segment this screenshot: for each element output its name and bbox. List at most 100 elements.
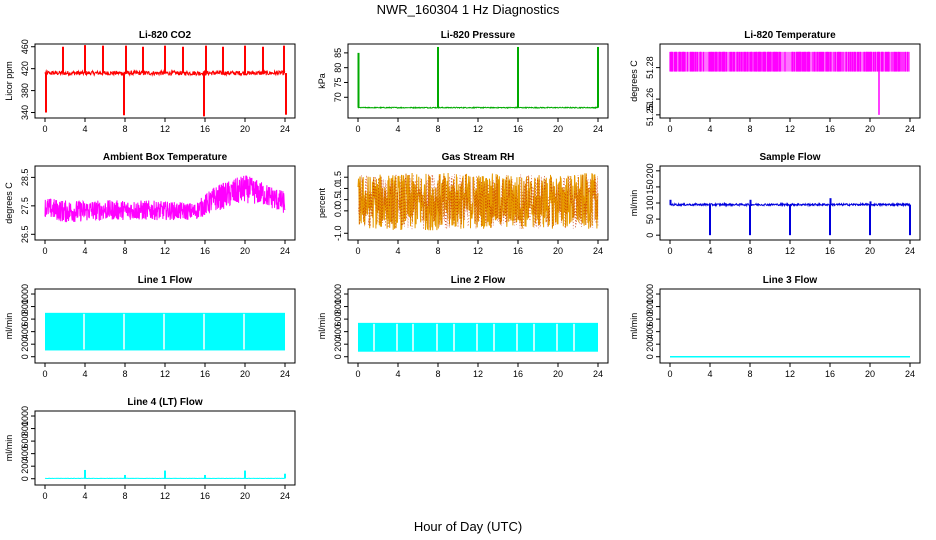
y-tick-label: 200 bbox=[333, 337, 343, 352]
y-axis-label: Licor ppm bbox=[4, 61, 14, 101]
x-tick-label: 0 bbox=[667, 369, 672, 379]
y-tick-label: 600 bbox=[333, 312, 343, 327]
panel-title: Sample Flow bbox=[759, 152, 820, 163]
y-tick-label: 340 bbox=[20, 105, 30, 120]
panel-title: Line 3 Flow bbox=[763, 275, 818, 286]
y-tick-label: 50 bbox=[645, 214, 655, 224]
y-tick-label: 0 bbox=[20, 354, 30, 359]
chart-panel: Gas Stream RH 0 4 8 12 16 20 24 -1.0 0.00.51.01.5… bbox=[317, 152, 609, 256]
x-tick-label: 12 bbox=[473, 124, 483, 134]
series-line bbox=[44, 175, 286, 223]
x-tick-label: 8 bbox=[747, 369, 752, 379]
x-tick-label: 20 bbox=[865, 246, 875, 256]
x-tick-label: 8 bbox=[122, 124, 127, 134]
x-tick-label: 16 bbox=[513, 369, 523, 379]
chart-panel: Li-820 Pressure 0 4 8 12 16 20 24 70 75 80 85 kPa bbox=[317, 30, 609, 134]
y-tick-label: 800 bbox=[20, 299, 30, 314]
x-tick-label: 20 bbox=[240, 124, 250, 134]
panel-title: Li-820 CO2 bbox=[139, 30, 192, 41]
y-axis-label: ml/min bbox=[317, 313, 327, 340]
x-tick-label: 4 bbox=[707, 124, 712, 134]
x-tick-label: 24 bbox=[905, 369, 915, 379]
x-tick-label: 16 bbox=[200, 491, 210, 501]
x-tick-label: 12 bbox=[785, 369, 795, 379]
chart-panel: Ambient Box Temperature 0 4 8 12 16 20 24 26.5 27… bbox=[4, 152, 296, 256]
data-series bbox=[44, 175, 286, 223]
x-tick-label: 20 bbox=[240, 491, 250, 501]
x-tick-label: 8 bbox=[122, 369, 127, 379]
chart-panel: Line 4 (LT) Flow 0 4 8 12 16 20 24 0 200400600800… bbox=[4, 397, 296, 501]
x-tick-label: 12 bbox=[785, 246, 795, 256]
x-tick-label: 20 bbox=[240, 369, 250, 379]
x-tick-label: 20 bbox=[553, 246, 563, 256]
x-tick-label: 24 bbox=[280, 246, 290, 256]
y-axis-label: ml/min bbox=[4, 313, 14, 340]
panel-title: Line 1 Flow bbox=[138, 275, 193, 286]
panel-title: Ambient Box Temperature bbox=[103, 152, 228, 163]
x-tick-label: 0 bbox=[355, 124, 360, 134]
y-tick-label: 27.5 bbox=[20, 197, 30, 215]
x-tick-label: 12 bbox=[473, 246, 483, 256]
y-tick-label: 51.28 bbox=[645, 56, 655, 79]
series-line bbox=[357, 172, 599, 231]
y-axis-label: kPa bbox=[317, 73, 327, 89]
figure-x-axis-label: Hour of Day (UTC) bbox=[414, 519, 522, 534]
series-block bbox=[358, 322, 598, 352]
data-series bbox=[357, 46, 599, 110]
x-tick-label: 8 bbox=[435, 246, 440, 256]
y-tick-label: 26.5 bbox=[20, 226, 30, 244]
x-tick-label: 8 bbox=[747, 246, 752, 256]
x-tick-label: 24 bbox=[905, 246, 915, 256]
plot-frame bbox=[659, 288, 921, 364]
x-tick-label: 12 bbox=[160, 246, 170, 256]
x-tick-label: 20 bbox=[553, 124, 563, 134]
x-tick-label: 0 bbox=[667, 246, 672, 256]
figure-title: NWR_160304 1 Hz Diagnostics bbox=[377, 2, 560, 17]
y-tick-label: 0 bbox=[645, 354, 655, 359]
y-tick-label: 200 bbox=[20, 337, 30, 352]
x-tick-label: 16 bbox=[513, 124, 523, 134]
y-tick-label: 85 bbox=[333, 48, 343, 58]
chart-panel: Li-820 CO2 0 4 8 12 16 20 24 340 380 420 460 Licor p… bbox=[4, 30, 296, 134]
panel-title: Line 2 Flow bbox=[451, 275, 506, 286]
data-series bbox=[358, 322, 598, 352]
y-tick-label: 80 bbox=[333, 63, 343, 73]
y-tick-label: 0 bbox=[20, 476, 30, 481]
y-tick-label: 1000 bbox=[333, 284, 343, 304]
x-tick-label: 4 bbox=[395, 124, 400, 134]
y-tick-label: 200 bbox=[645, 337, 655, 352]
y-tick-label: 1000 bbox=[20, 406, 30, 426]
y-tick-label: 51.25 bbox=[645, 104, 655, 127]
x-tick-label: 24 bbox=[593, 369, 603, 379]
y-tick-label: 1.0 bbox=[333, 182, 343, 195]
y-tick-label: 1000 bbox=[645, 284, 655, 304]
y-tick-label: 460 bbox=[20, 39, 30, 54]
y-tick-label: 0.5 bbox=[333, 193, 343, 206]
x-tick-label: 12 bbox=[160, 369, 170, 379]
x-tick-label: 16 bbox=[513, 246, 523, 256]
x-tick-label: 16 bbox=[200, 246, 210, 256]
x-tick-label: 0 bbox=[42, 491, 47, 501]
y-tick-label: 400 bbox=[333, 324, 343, 339]
x-tick-label: 4 bbox=[82, 491, 87, 501]
x-tick-label: 12 bbox=[160, 124, 170, 134]
x-tick-label: 8 bbox=[122, 246, 127, 256]
x-tick-label: 24 bbox=[593, 124, 603, 134]
x-tick-label: 4 bbox=[82, 246, 87, 256]
y-axis-label: ml/min bbox=[4, 435, 14, 462]
x-tick-label: 24 bbox=[905, 124, 915, 134]
y-tick-label: 0.0 bbox=[333, 205, 343, 218]
data-series bbox=[357, 172, 599, 231]
x-tick-label: 16 bbox=[825, 369, 835, 379]
x-tick-label: 4 bbox=[707, 369, 712, 379]
y-tick-label: 100 bbox=[645, 195, 655, 210]
y-axis-label: degrees C bbox=[629, 60, 639, 102]
x-tick-label: 0 bbox=[42, 124, 47, 134]
data-series bbox=[669, 51, 910, 115]
x-tick-label: 16 bbox=[825, 124, 835, 134]
